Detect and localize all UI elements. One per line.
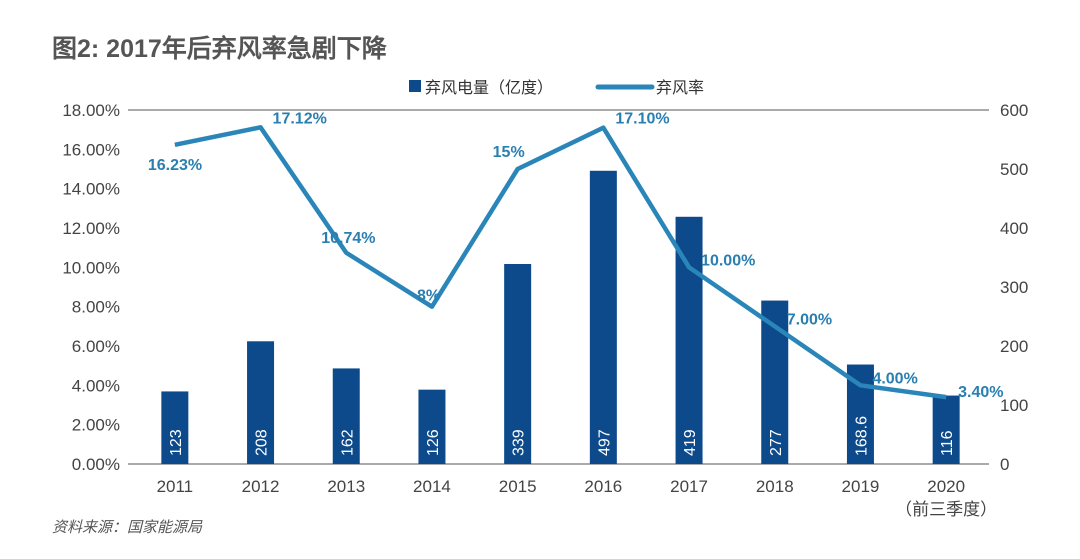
y-right-tick-label: 600 [1000,101,1028,120]
x-tick-label: 2011 [157,477,194,496]
x-tick-label: 2013 [327,477,365,496]
bar-value-label: 339 [511,429,528,456]
x-tick-label: 2017 [670,477,708,496]
bar [161,391,189,464]
rate-value-label: 15% [493,144,525,161]
legend-bar-swatch [409,80,421,92]
bar-value-label: 126 [425,429,442,456]
bar-value-label: 116 [939,430,956,456]
x-tick-label: 2015 [499,477,537,496]
x-tick-label: 2018 [756,477,794,496]
y-left-tick-label: 0.00% [72,455,120,474]
rate-value-label: 8% [417,288,440,305]
bar [247,341,275,464]
y-left-tick-label: 6.00% [72,337,120,356]
bar-value-label: 168.6 [853,416,870,456]
bar-value-label: 497 [596,429,613,456]
y-left-tick-label: 18.00% [62,101,120,120]
rate-value-label: 3.40% [958,384,1003,401]
rate-value-label: 4.00% [872,370,917,387]
x-tick-label: 2020 [927,477,965,496]
y-right-tick-label: 100 [1000,396,1028,415]
rate-value-label: 16.23% [148,157,202,174]
rate-value-label: 10.74% [321,230,375,247]
bar-value-label: 123 [168,429,185,456]
legend: 弃风电量（亿度） 弃风率 [409,79,704,97]
x-tick-label: 2019 [842,477,880,496]
y-right-tick-label: 200 [1000,337,1028,356]
y-right-tick-label: 400 [1000,219,1028,238]
rate-line [174,125,947,400]
x-tick-label: 2016 [584,477,622,496]
legend-bar-label: 弃风电量（亿度） [425,79,553,97]
legend-line-label: 弃风率 [656,79,704,97]
rate-value-label: 17.12% [273,110,327,127]
y-left-tick-label: 12.00% [62,219,120,238]
rate-value-label: 7.00% [787,311,832,328]
bar-value-label: 208 [254,429,271,456]
rate-value-label: 10.00% [701,252,755,269]
y-right-tick-label: 0 [1000,455,1009,474]
bar-value-label: 277 [768,429,785,456]
bar [675,216,703,464]
y-left-tick-label: 4.00% [72,376,120,395]
bar-value-label: 162 [339,429,356,456]
y-left-tick-label: 14.00% [62,180,120,199]
y-right-tick-label: 300 [1000,278,1028,297]
y-left-tick-label: 16.00% [62,140,120,159]
y-left-tick-label: 10.00% [62,258,120,277]
bar-value-label: 419 [682,429,699,456]
y-left-tick-label: 2.00% [72,416,120,435]
y-left-tick-label: 8.00% [72,298,120,317]
chart-title: 图2: 2017年后弃风率急剧下降 [52,34,388,63]
bar [332,368,360,464]
rate-value-label: 17.10% [615,111,669,128]
x-tick-label: 2014 [413,477,451,496]
y-right-tick-label: 500 [1000,160,1028,179]
source-note: 资料来源：国家能源局 [52,519,203,536]
x-tick-label: 2012 [242,477,280,496]
bar [504,263,532,464]
bar [932,395,960,464]
bar [589,170,617,464]
x-tick-sublabel: （前三季度） [895,500,997,519]
bar [418,389,446,464]
